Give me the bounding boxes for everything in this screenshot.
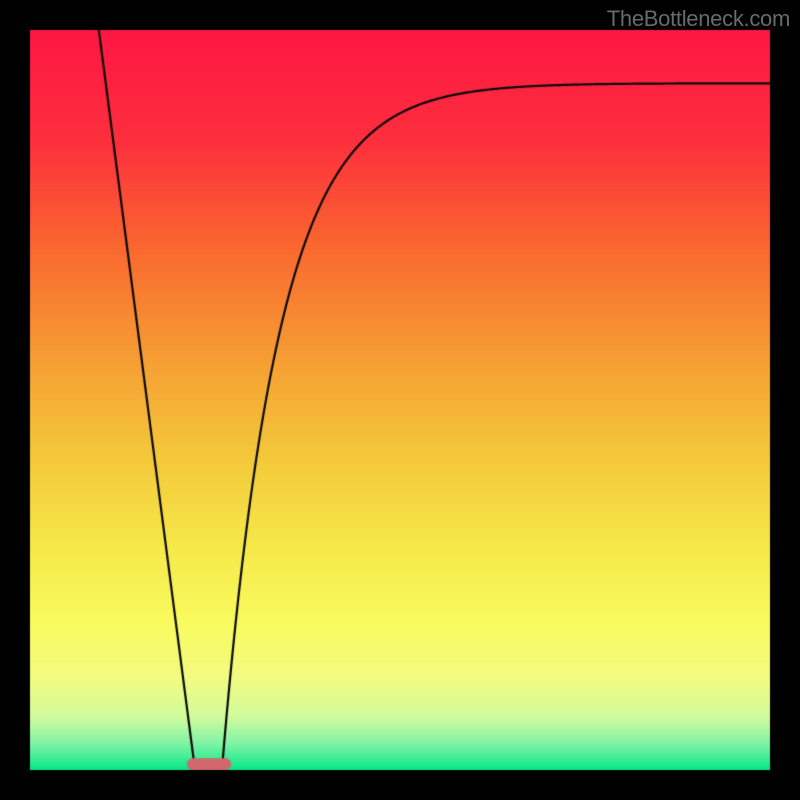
bottleneck-curve-chart — [0, 0, 800, 800]
chart-container: TheBottleneck.com — [0, 0, 800, 800]
watermark-text: TheBottleneck.com — [607, 6, 790, 32]
